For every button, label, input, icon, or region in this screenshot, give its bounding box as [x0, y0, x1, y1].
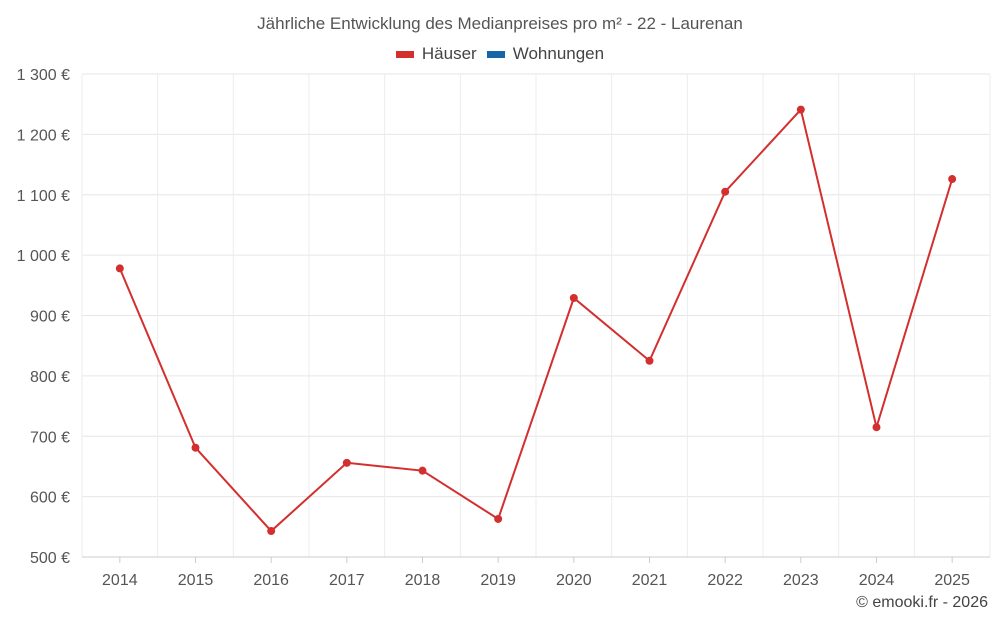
series-line-0	[118, 107, 954, 533]
data-point	[342, 458, 351, 467]
chart-title: Jährliche Entwicklung des Medianpreises …	[257, 14, 743, 33]
x-tick-label: 2023	[783, 572, 819, 589]
x-tick-label: 2016	[253, 572, 289, 589]
credit-text: © emooki.fr - 2026	[856, 594, 988, 611]
legend-label-wohnungen: Wohnungen	[512, 44, 605, 63]
y-tick-label: 1 200 €	[17, 127, 70, 144]
data-point	[721, 187, 730, 196]
x-tick-label: 2021	[632, 572, 668, 589]
data-point	[418, 466, 427, 475]
data-point	[569, 293, 578, 302]
data-point	[115, 264, 124, 273]
x-tick-label: 2025	[934, 572, 970, 589]
chart-legend: Häuser Wohnungen	[0, 44, 1000, 64]
x-tick-label: 2015	[178, 572, 214, 589]
data-point	[948, 175, 957, 184]
x-tick-label: 2017	[329, 572, 365, 589]
x-tick-label: 2024	[859, 572, 895, 589]
legend-swatch-wohnungen	[486, 50, 505, 58]
y-tick-label: 500 €	[30, 550, 70, 567]
x-tick-label: 2019	[480, 572, 516, 589]
data-point	[494, 514, 503, 523]
legend-swatch-haeuser	[395, 50, 414, 58]
legend-label-haeuser: Häuser	[421, 44, 477, 63]
y-tick-label: 800 €	[30, 369, 70, 386]
data-point	[796, 105, 805, 114]
y-tick-label: 1 000 €	[17, 248, 70, 265]
x-tick-label: 2018	[405, 572, 441, 589]
y-tick-label: 1 100 €	[17, 188, 70, 205]
y-tick-label: 1 300 €	[17, 67, 70, 84]
data-point	[645, 356, 654, 365]
y-tick-label: 600 €	[30, 490, 70, 507]
y-tick-label: 700 €	[30, 429, 70, 446]
y-tick-label: 900 €	[30, 309, 70, 326]
data-point	[872, 423, 881, 432]
x-tick-label: 2020	[556, 572, 592, 589]
x-tick-label: 2014	[102, 572, 138, 589]
data-point	[267, 527, 276, 536]
legend-item-haeuser[interactable]: Häuser	[395, 44, 477, 64]
data-point	[191, 443, 200, 452]
legend-item-wohnungen[interactable]: Wohnungen	[486, 44, 605, 64]
x-tick-label: 2022	[707, 572, 743, 589]
